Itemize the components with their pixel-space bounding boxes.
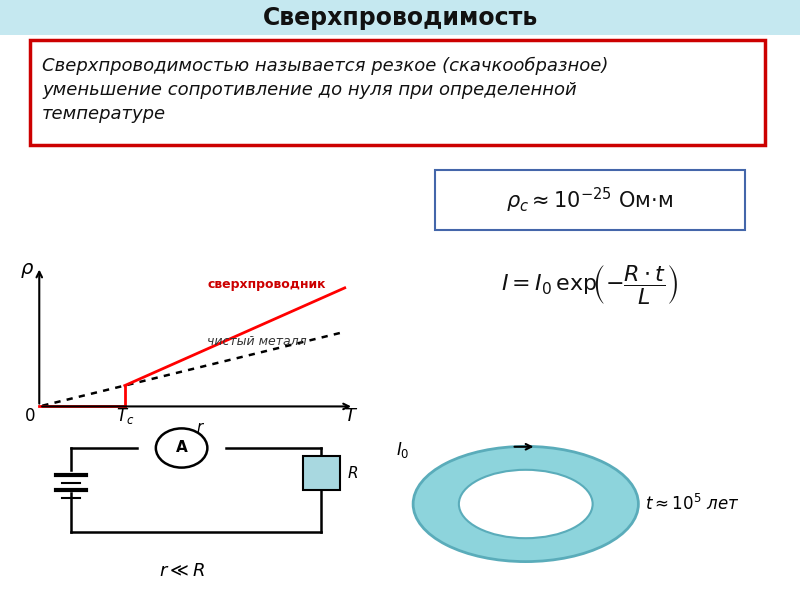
Text: r: r <box>197 419 203 434</box>
Text: $I = I_0\,\mathrm{exp}\!\left(-\dfrac{R \cdot t}{L}\right)$: $I = I_0\,\mathrm{exp}\!\left(-\dfrac{R … <box>502 263 678 307</box>
Text: R: R <box>347 466 358 481</box>
Text: сверхпроводник: сверхпроводник <box>207 278 326 291</box>
Text: $t \approx 10^5$ лет: $t \approx 10^5$ лет <box>646 494 740 514</box>
Text: $\rho$: $\rho$ <box>20 261 34 280</box>
Text: $0$: $0$ <box>24 407 36 425</box>
Text: A: A <box>176 440 187 455</box>
Text: уменьшение сопротивление до нуля при определенной: уменьшение сопротивление до нуля при опр… <box>42 81 577 99</box>
Text: $T_c$: $T_c$ <box>116 406 134 426</box>
Text: Сверхпроводимостью называется резкое (скачкообразное): Сверхпроводимостью называется резкое (ск… <box>42 57 608 75</box>
Text: Сверхпроводимость: Сверхпроводимость <box>262 6 538 30</box>
Text: $\rho_c \approx 10^{-25}$ Ом·м: $\rho_c \approx 10^{-25}$ Ом·м <box>506 185 674 215</box>
FancyBboxPatch shape <box>303 457 340 490</box>
Circle shape <box>156 428 207 467</box>
FancyBboxPatch shape <box>0 0 800 35</box>
Circle shape <box>459 470 593 538</box>
Text: чистый металл: чистый металл <box>207 335 307 348</box>
Text: $r \ll R$: $r \ll R$ <box>158 562 205 580</box>
FancyBboxPatch shape <box>435 170 745 230</box>
Circle shape <box>413 446 638 562</box>
Text: температуре: температуре <box>42 105 166 123</box>
Text: $I_0$: $I_0$ <box>396 440 410 460</box>
Text: $T$: $T$ <box>344 407 358 425</box>
FancyBboxPatch shape <box>30 40 765 145</box>
